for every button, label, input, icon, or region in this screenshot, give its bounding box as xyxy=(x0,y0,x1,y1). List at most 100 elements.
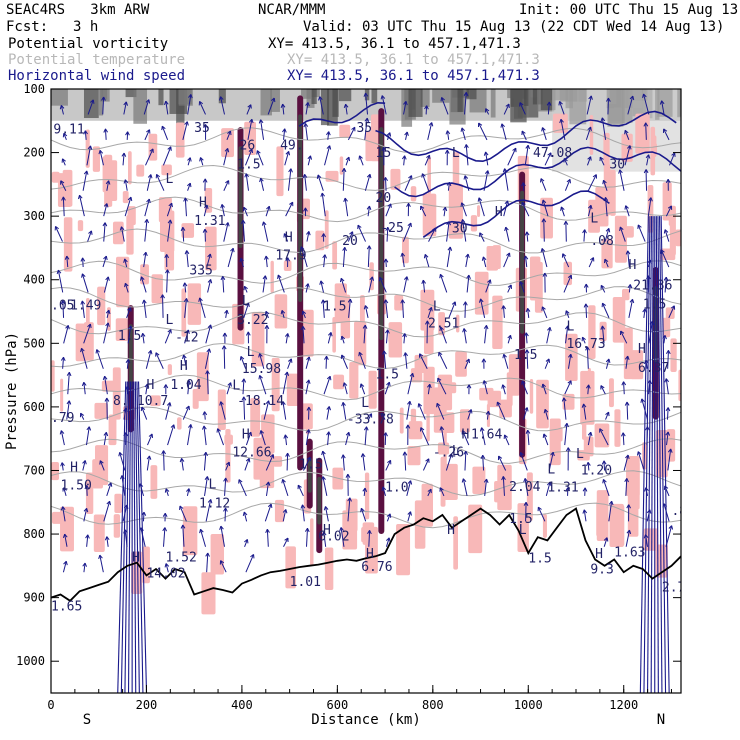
wind-arrowhead xyxy=(445,130,451,135)
wind-vector xyxy=(461,127,466,140)
wind-vector xyxy=(220,96,225,115)
wind-arrowhead xyxy=(202,228,208,233)
wind-vector xyxy=(302,326,305,344)
wind-arrowhead xyxy=(163,100,169,106)
wind-vector xyxy=(625,356,629,369)
wind-arrowhead xyxy=(162,527,168,532)
wind-vector xyxy=(527,430,530,446)
wind-arrowhead xyxy=(318,96,323,101)
wind-vector xyxy=(284,434,288,446)
wind-arrowhead xyxy=(599,428,604,433)
y-tick-label: 300 xyxy=(23,209,45,223)
wind-vector xyxy=(62,196,65,217)
wind-vector xyxy=(478,122,488,141)
wind-vector xyxy=(136,381,144,693)
wind-arrowhead xyxy=(605,411,610,417)
wind-arrowhead xyxy=(297,484,302,490)
wind-vector xyxy=(300,246,308,268)
wind-arrowhead xyxy=(180,226,186,232)
wind-vector xyxy=(446,246,451,268)
wind-vector xyxy=(624,130,630,141)
wind-vector xyxy=(427,307,432,319)
pv-patch xyxy=(136,164,145,177)
wind-arrowhead xyxy=(425,320,430,325)
wind-arrowhead xyxy=(629,298,635,304)
pv-patch xyxy=(158,197,172,223)
wind-arrowhead xyxy=(148,433,154,438)
wind-vector xyxy=(521,130,527,141)
wind-arrowhead xyxy=(602,479,607,484)
wind-vector xyxy=(260,119,265,140)
wind-arrowhead xyxy=(258,375,263,380)
wind-arrowhead xyxy=(381,147,387,152)
wind-vector xyxy=(647,216,653,693)
wind-vector xyxy=(625,530,630,547)
wind-arrowhead xyxy=(83,130,88,135)
wind-vector xyxy=(342,247,346,268)
wind-vector xyxy=(226,130,231,141)
wind-arrowhead xyxy=(104,536,110,541)
wind-vector xyxy=(368,276,373,293)
pv-value-label: L xyxy=(242,294,250,309)
wind-arrowhead xyxy=(582,229,587,234)
wind-vector xyxy=(161,125,169,141)
wind-arrowhead xyxy=(227,130,232,136)
wind-arrowhead xyxy=(321,476,326,481)
pv-value-label: 9.11 xyxy=(53,123,84,138)
wind-arrowhead xyxy=(285,151,291,156)
wind-vector xyxy=(502,305,505,318)
wind-vector xyxy=(284,151,290,166)
wind-arrowhead xyxy=(305,102,310,107)
wind-arrowhead xyxy=(343,197,348,202)
pv-value-label: 30 xyxy=(452,222,468,237)
wind-arrowhead xyxy=(307,155,313,160)
pv-patch xyxy=(57,173,72,208)
wind-arrowhead xyxy=(564,422,569,428)
wind-arrowhead xyxy=(519,452,524,457)
wind-arrowhead xyxy=(284,537,289,543)
wind-vector xyxy=(406,401,411,420)
wind-vector xyxy=(99,150,104,166)
wind-vector xyxy=(144,219,148,242)
wind-vector xyxy=(203,452,207,471)
wind-vector xyxy=(277,274,285,293)
wind-vector xyxy=(62,506,66,522)
wind-arrowhead xyxy=(64,255,70,260)
wind-arrowhead xyxy=(185,329,190,334)
wind-vector xyxy=(498,455,507,471)
pv-patch xyxy=(271,357,280,412)
pv-value-label: 1.5 xyxy=(528,552,551,567)
wind-arrowhead xyxy=(385,537,391,542)
wind-arrowhead xyxy=(144,218,150,224)
wind-arrowhead xyxy=(170,424,176,429)
wind-arrowhead xyxy=(480,454,486,460)
pv-patch xyxy=(401,236,409,264)
wind-vector xyxy=(441,97,449,115)
wind-vector xyxy=(204,348,210,369)
wind-vector xyxy=(243,302,250,319)
wind-vector xyxy=(344,198,349,217)
wind-vector xyxy=(607,98,609,115)
wind-arrowhead xyxy=(345,431,351,437)
pv-patch xyxy=(414,500,426,549)
wind-vector xyxy=(245,173,250,191)
wind-vector xyxy=(259,353,265,369)
upper-pv-patch xyxy=(178,89,192,105)
wind-vector xyxy=(124,381,130,693)
theta-contour xyxy=(51,438,681,464)
wind-arrowhead xyxy=(187,157,192,162)
wind-vector xyxy=(545,482,551,497)
pv-value-label: -18.14 xyxy=(237,394,284,409)
wind-arrowhead xyxy=(65,325,70,330)
wind-arrowhead xyxy=(663,276,669,281)
wind-vector xyxy=(626,401,629,420)
pv-column-core xyxy=(298,114,303,302)
wind-vector xyxy=(200,529,207,547)
wind-arrowhead xyxy=(600,325,606,330)
wind-arrowhead xyxy=(264,255,269,260)
wind-vector xyxy=(306,528,308,547)
wind-vector xyxy=(523,407,528,420)
wind-vector xyxy=(646,154,650,166)
wind-vector xyxy=(225,310,228,318)
wind-arrowhead xyxy=(300,504,306,509)
